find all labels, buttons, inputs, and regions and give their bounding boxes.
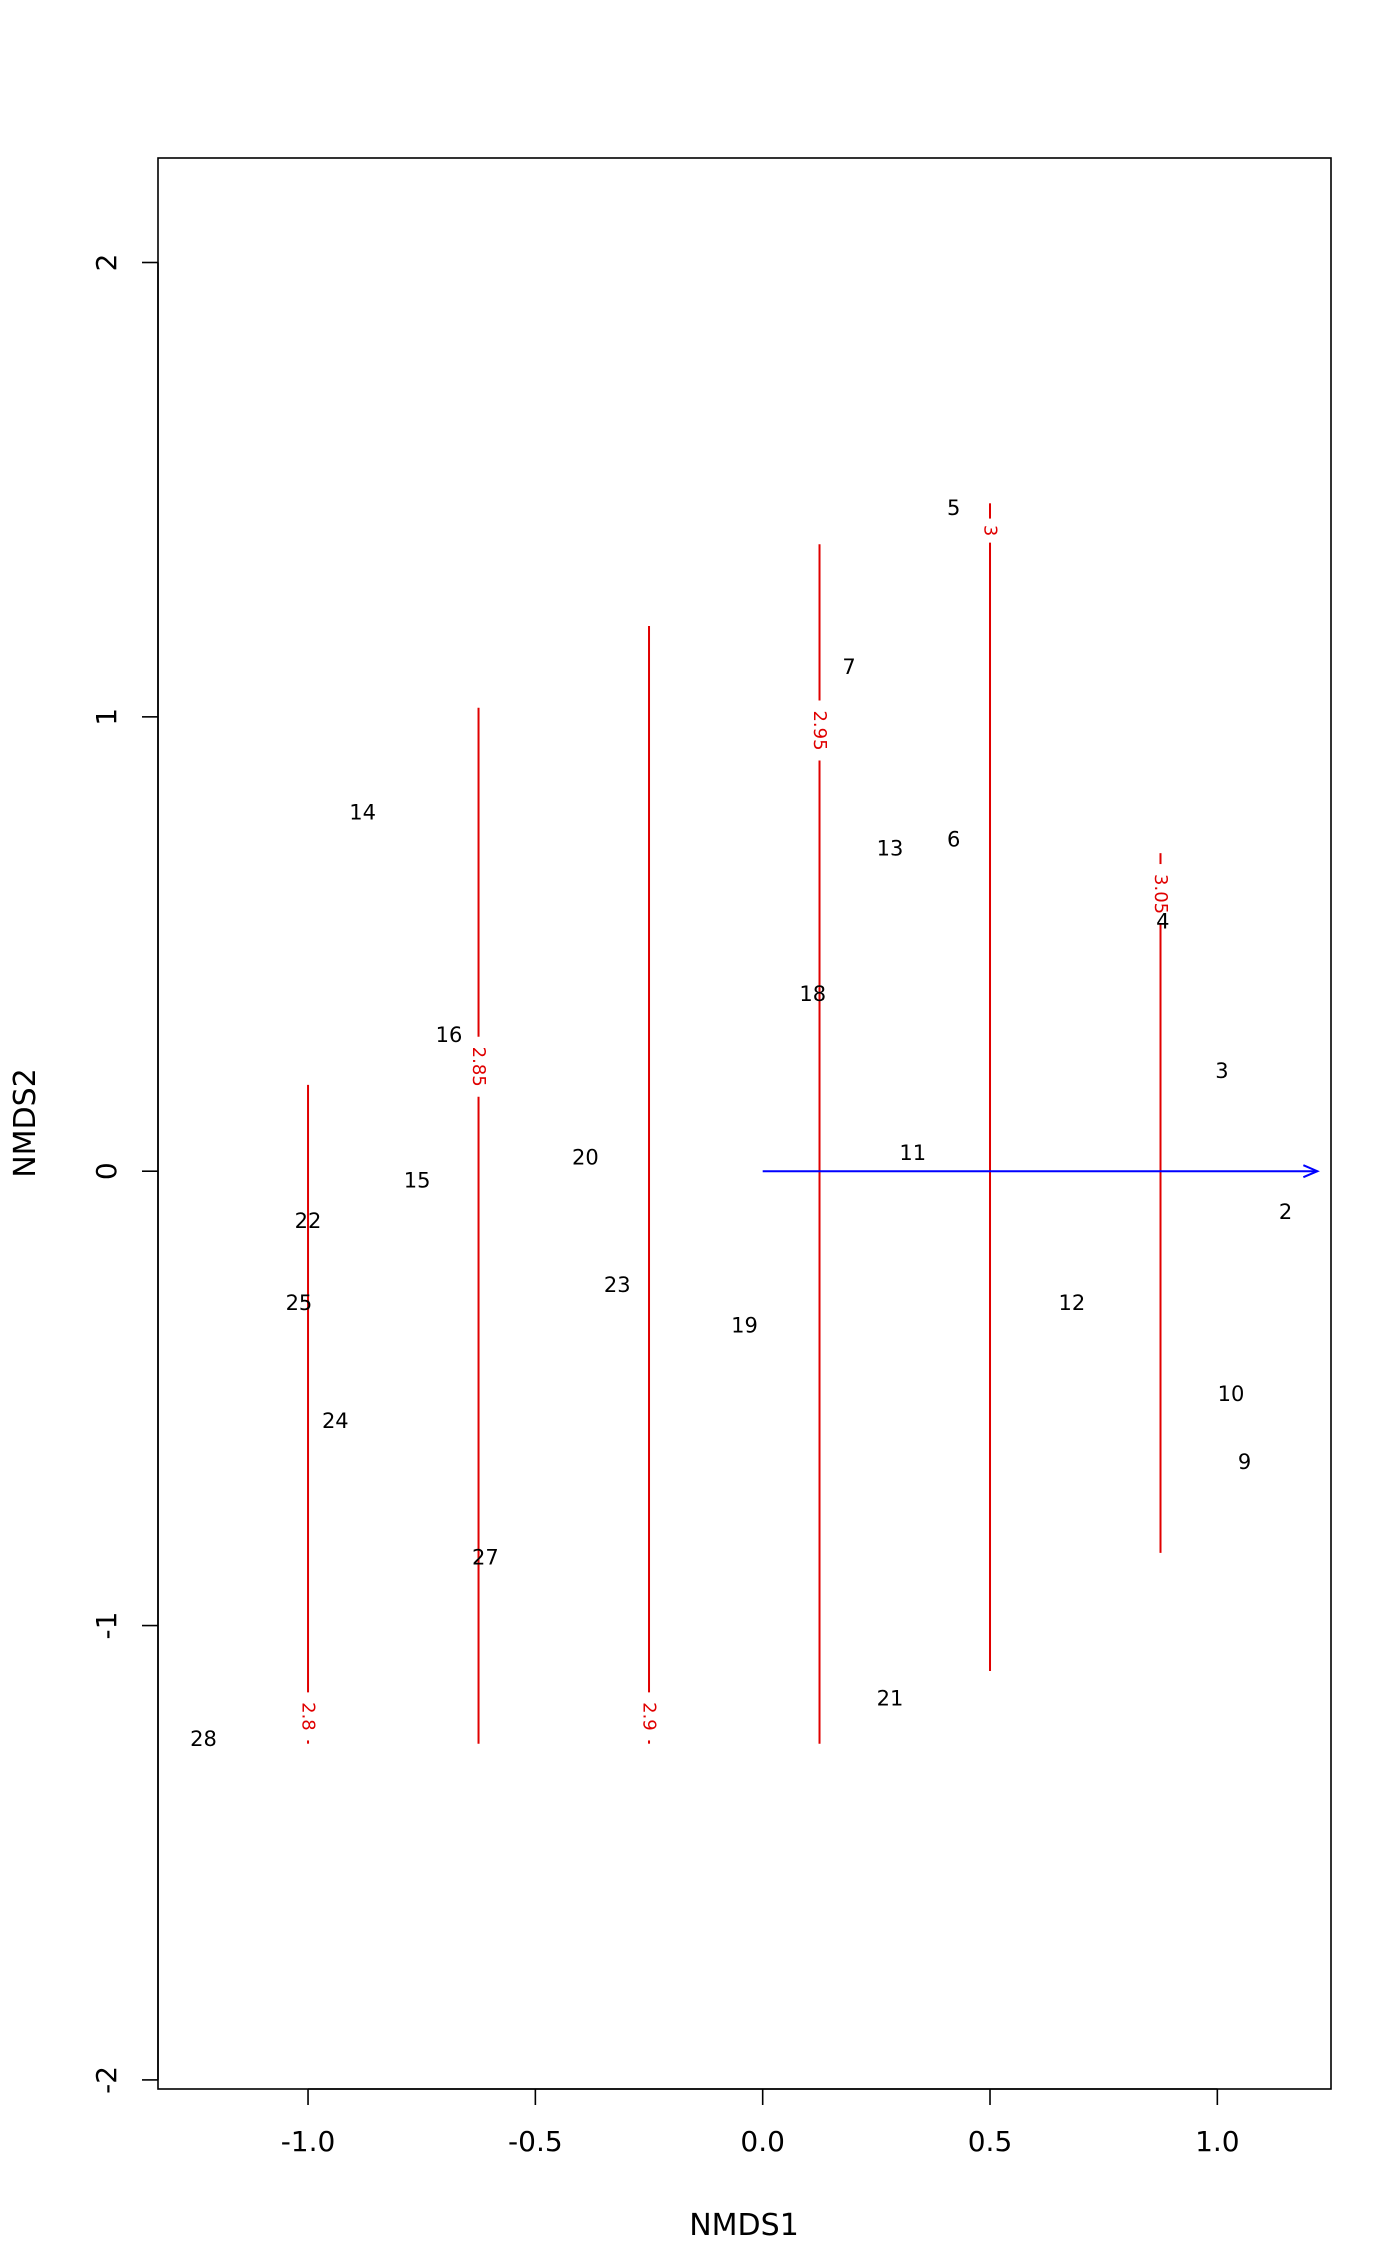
y-tick-label: 0 (90, 1162, 123, 1180)
site-label-16: 16 (436, 1023, 463, 1047)
site-label-20: 20 (572, 1146, 599, 1170)
plot-frame (157, 157, 1332, 2090)
x-tick-label: -0.5 (508, 2125, 563, 2158)
contour-label: 2.9 (639, 1702, 660, 1731)
site-label-5: 5 (947, 496, 960, 520)
y-tick-label: -1 (90, 1612, 123, 1640)
contour-label: 3 (980, 525, 1001, 536)
y-axis: -2 -1 0 1 2 (90, 254, 159, 2094)
site-label-4: 4 (1156, 909, 1169, 933)
x-tick-label: 1.0 (1195, 2125, 1240, 2158)
contour-label: 2.95 (809, 710, 830, 750)
x-tick-label: 0.0 (740, 2125, 785, 2158)
site-label-14: 14 (349, 800, 376, 824)
site-label-11: 11 (899, 1141, 926, 1165)
site-label-15: 15 (404, 1168, 431, 1192)
x-axis-title: NMDS1 (689, 2208, 799, 2243)
y-axis-title: NMDS2 (8, 1068, 43, 1178)
vector-arrow-head (1302, 1164, 1320, 1179)
x-tick-label: -1.0 (281, 2125, 336, 2158)
site-label-7: 7 (842, 655, 855, 679)
site-label-19: 19 (731, 1314, 758, 1338)
site-labels: 2345679101112131415161819202122232425272… (190, 496, 1292, 1751)
site-label-28: 28 (190, 1727, 217, 1751)
y-tick-label: -2 (90, 2066, 123, 2094)
contour-label: 2.85 (468, 1047, 489, 1087)
site-label-25: 25 (286, 1291, 313, 1315)
x-axis: -1.0 -0.5 0.0 0.5 1.0 (281, 2088, 1240, 2158)
contour-label: 3.05 (1150, 874, 1171, 914)
x-tick-label: 0.5 (968, 2125, 1013, 2158)
site-label-13: 13 (877, 837, 904, 861)
site-label-6: 6 (947, 828, 960, 852)
fitted-vector (762, 1164, 1320, 1179)
site-label-12: 12 (1058, 1291, 1085, 1315)
site-label-27: 27 (472, 1545, 499, 1569)
contour-label: 2.8 (298, 1702, 319, 1731)
site-label-23: 23 (604, 1273, 631, 1297)
site-label-9: 9 (1238, 1450, 1251, 1474)
contour-lines: 2.8 2.85 2.9 2.95 3 3.05 (298, 503, 1171, 1744)
site-label-2: 2 (1279, 1200, 1292, 1224)
site-label-18: 18 (799, 982, 826, 1006)
site-label-24: 24 (322, 1409, 349, 1433)
site-label-21: 21 (877, 1686, 904, 1710)
y-tick-label: 1 (90, 708, 123, 726)
site-label-10: 10 (1218, 1382, 1245, 1406)
site-label-3: 3 (1215, 1059, 1228, 1083)
site-label-22: 22 (295, 1209, 322, 1233)
y-tick-label: 2 (90, 254, 123, 272)
